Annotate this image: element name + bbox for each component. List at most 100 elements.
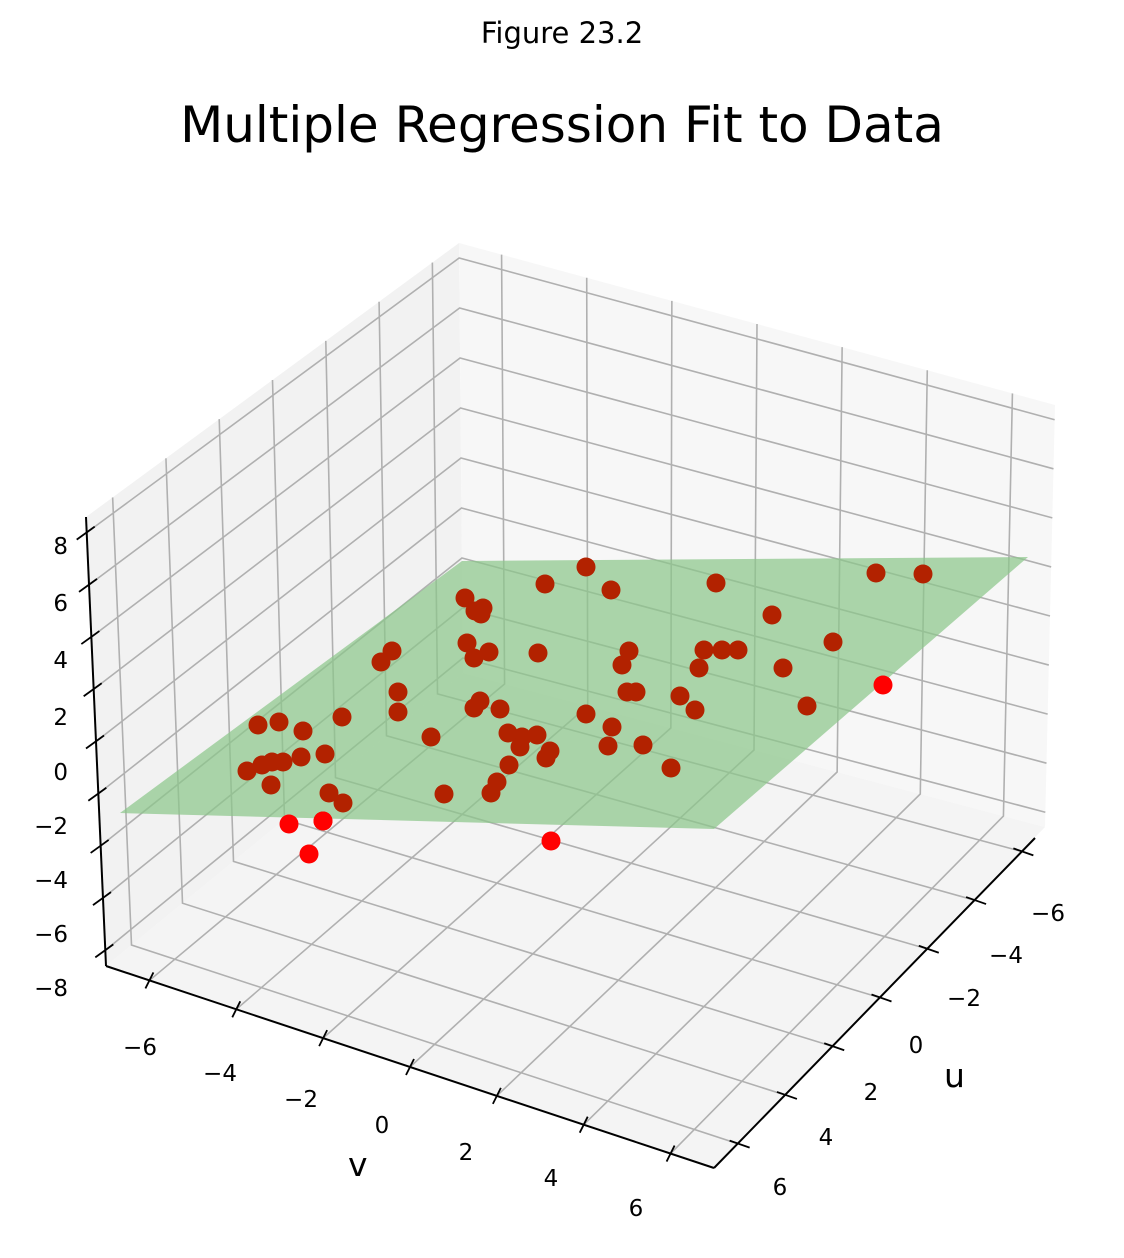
u-tick-label: −6 bbox=[1031, 901, 1065, 927]
z-grid-line bbox=[93, 407, 1052, 690]
figure-label: Figure 23.2 bbox=[480, 16, 644, 50]
data-point bbox=[536, 748, 556, 768]
v-grid-line bbox=[583, 370, 929, 1126]
data-point bbox=[315, 744, 335, 764]
u-grid-line bbox=[111, 497, 738, 1145]
regression-plane bbox=[120, 557, 1028, 829]
u-grid-line bbox=[218, 419, 833, 1047]
data-point bbox=[455, 588, 475, 608]
u-tick-label: 2 bbox=[864, 1080, 879, 1106]
z-tick-label: 4 bbox=[53, 648, 68, 674]
data-point bbox=[371, 652, 391, 672]
data-point bbox=[510, 737, 530, 757]
u-axis-line bbox=[713, 837, 1036, 1169]
data-point bbox=[421, 727, 441, 747]
data-point bbox=[913, 564, 933, 584]
data-point bbox=[237, 761, 257, 781]
v-grid-line bbox=[496, 347, 843, 1097]
data-point bbox=[685, 700, 705, 720]
data-point bbox=[619, 641, 639, 661]
v-tick-label: −6 bbox=[123, 1035, 157, 1061]
data-point bbox=[261, 775, 281, 795]
u-tick-label: 0 bbox=[909, 1033, 924, 1059]
v-tick-label: 6 bbox=[629, 1196, 644, 1222]
data-point bbox=[333, 793, 353, 813]
data-point bbox=[728, 640, 748, 660]
data-point bbox=[601, 580, 621, 600]
v-tick-labels: −6 −4 −2 0 2 4 6 bbox=[123, 1035, 643, 1222]
data-point bbox=[332, 707, 352, 727]
z-tick-label: −8 bbox=[34, 976, 68, 1002]
data-point bbox=[706, 573, 726, 593]
data-points bbox=[237, 557, 933, 864]
data-point bbox=[527, 725, 547, 745]
z-tick-label: 0 bbox=[53, 760, 68, 786]
v-tick-label: 0 bbox=[375, 1113, 390, 1139]
v-grid-line bbox=[670, 393, 1014, 1155]
data-point bbox=[670, 686, 690, 706]
data-point bbox=[499, 755, 519, 775]
data-point bbox=[528, 643, 548, 663]
data-point bbox=[273, 752, 293, 772]
u-tick-labels: −6 −4 −2 0 2 4 6 bbox=[773, 901, 1065, 1201]
z-grid-line bbox=[90, 357, 1053, 638]
data-point bbox=[434, 784, 454, 804]
z-tick-labels: 8 6 4 2 0 −2 −4 −6 −8 bbox=[34, 534, 68, 1002]
tick-marks bbox=[76, 525, 1034, 1162]
data-point bbox=[612, 655, 632, 675]
data-point-below-plane bbox=[313, 811, 333, 831]
u-tick-label: 4 bbox=[819, 1125, 834, 1151]
data-point bbox=[388, 682, 408, 702]
v-tick-label: 4 bbox=[544, 1166, 559, 1192]
data-point-below-plane bbox=[299, 844, 319, 864]
data-point-below-plane bbox=[279, 814, 299, 834]
data-point bbox=[319, 783, 339, 803]
data-point bbox=[457, 633, 477, 653]
data-point bbox=[633, 735, 653, 755]
data-point bbox=[291, 747, 311, 767]
data-point bbox=[773, 658, 793, 678]
v-tick-label: −4 bbox=[203, 1061, 237, 1087]
data-point-below-plane bbox=[541, 831, 561, 851]
v-tick-label: −2 bbox=[284, 1087, 318, 1113]
u-tick-label: −4 bbox=[989, 943, 1023, 969]
data-point bbox=[689, 658, 709, 678]
data-point bbox=[602, 717, 622, 737]
data-point bbox=[464, 698, 484, 718]
u-axis-label: u bbox=[944, 1056, 965, 1095]
data-point bbox=[248, 715, 268, 735]
data-point bbox=[762, 605, 782, 625]
data-point bbox=[535, 574, 555, 594]
data-point bbox=[797, 696, 817, 716]
z-tick-label: −2 bbox=[34, 814, 68, 840]
data-point bbox=[823, 632, 843, 652]
data-point bbox=[471, 604, 491, 624]
v-axis-label: v bbox=[348, 1145, 368, 1184]
z-tick-label: −4 bbox=[34, 868, 68, 894]
data-point bbox=[661, 758, 681, 778]
data-point bbox=[866, 563, 886, 583]
z-grid-line bbox=[86, 257, 1055, 534]
data-point bbox=[481, 783, 501, 803]
data-point bbox=[479, 642, 499, 662]
u-tick-label: −2 bbox=[947, 986, 981, 1012]
data-point-below-plane bbox=[873, 675, 893, 695]
v-tick-label: 2 bbox=[459, 1140, 474, 1166]
data-point bbox=[388, 702, 408, 722]
z-tick-label: 8 bbox=[53, 534, 68, 560]
data-point bbox=[293, 721, 313, 741]
data-point bbox=[712, 640, 732, 660]
data-point bbox=[626, 682, 646, 702]
data-point bbox=[490, 699, 510, 719]
u-grid-line bbox=[165, 458, 786, 1096]
z-tick-label: −6 bbox=[34, 922, 68, 948]
data-point bbox=[269, 712, 289, 732]
data-point bbox=[576, 704, 596, 724]
z-tick-label: 2 bbox=[53, 705, 68, 731]
u-tick-label: 6 bbox=[773, 1175, 788, 1201]
data-point bbox=[576, 557, 596, 577]
chart-title: Multiple Regression Fit to Data bbox=[180, 96, 944, 154]
data-point bbox=[694, 640, 714, 660]
z-grid-line bbox=[88, 307, 1054, 586]
